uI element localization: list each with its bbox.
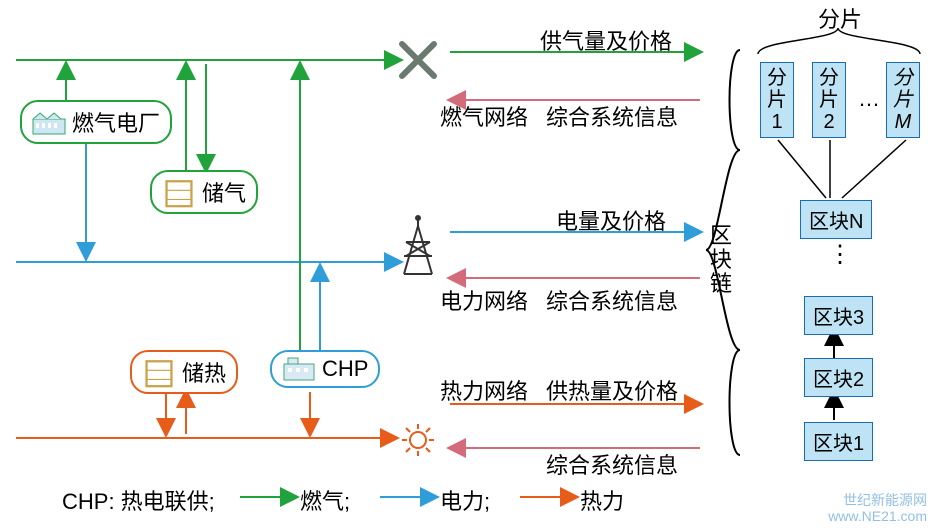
shard-2: 分 片 2 (812, 62, 846, 138)
label-blockchain: 区 块 链 (710, 224, 732, 297)
label-gas-out: 供气量及价格 (540, 24, 672, 56)
label-heat-out: 供热量及价格 (546, 374, 678, 406)
legend-chp: CHP: 热电联供; (62, 484, 215, 516)
label-shard-title: 分片 (818, 2, 862, 34)
block-1: 区块1 (804, 422, 873, 461)
node-label: CHP (322, 356, 368, 382)
block-n: 区块N (800, 200, 872, 239)
legend-heat: 热力 (580, 484, 624, 516)
block-2: 区块2 (804, 358, 873, 397)
building-icon (282, 356, 316, 382)
diagram-stage: 燃气电厂 储气 储热 CHP 燃气网络 电力网络 热力网络 供气量及价格 综合系… (0, 0, 933, 528)
watermark: 世纪新能源网 www.NE21.com (828, 493, 927, 524)
block-vdots: ⋮ (828, 240, 854, 269)
label-info-1: 综合系统信息 (546, 100, 678, 132)
shard-dots: … (858, 86, 880, 112)
shard-m: 分 片 M (886, 62, 920, 138)
storage-icon (142, 359, 176, 385)
shard-1: 分 片 1 (760, 62, 794, 138)
label-info-3: 综合系统信息 (546, 448, 678, 480)
node-label: 燃气电厂 (72, 106, 160, 138)
node-heat-storage: 储热 (130, 350, 238, 394)
legend-elec: 电力; (440, 484, 490, 516)
label-elec-network: 电力网络 (440, 284, 528, 316)
legend-gas: 燃气; (300, 484, 350, 516)
label-elec-out: 电量及价格 (556, 204, 666, 236)
node-label: 储气 (202, 176, 246, 208)
storage-icon (162, 179, 196, 205)
label-heat-network: 热力网络 (440, 374, 528, 406)
label-info-2: 综合系统信息 (546, 284, 678, 316)
factory-icon (32, 109, 66, 135)
node-chp: CHP (270, 350, 380, 388)
node-gas-plant: 燃气电厂 (20, 100, 172, 144)
label-gas-network: 燃气网络 (440, 100, 528, 132)
block-3: 区块3 (804, 296, 873, 335)
node-label: 储热 (182, 356, 226, 388)
node-gas-storage: 储气 (150, 170, 258, 214)
